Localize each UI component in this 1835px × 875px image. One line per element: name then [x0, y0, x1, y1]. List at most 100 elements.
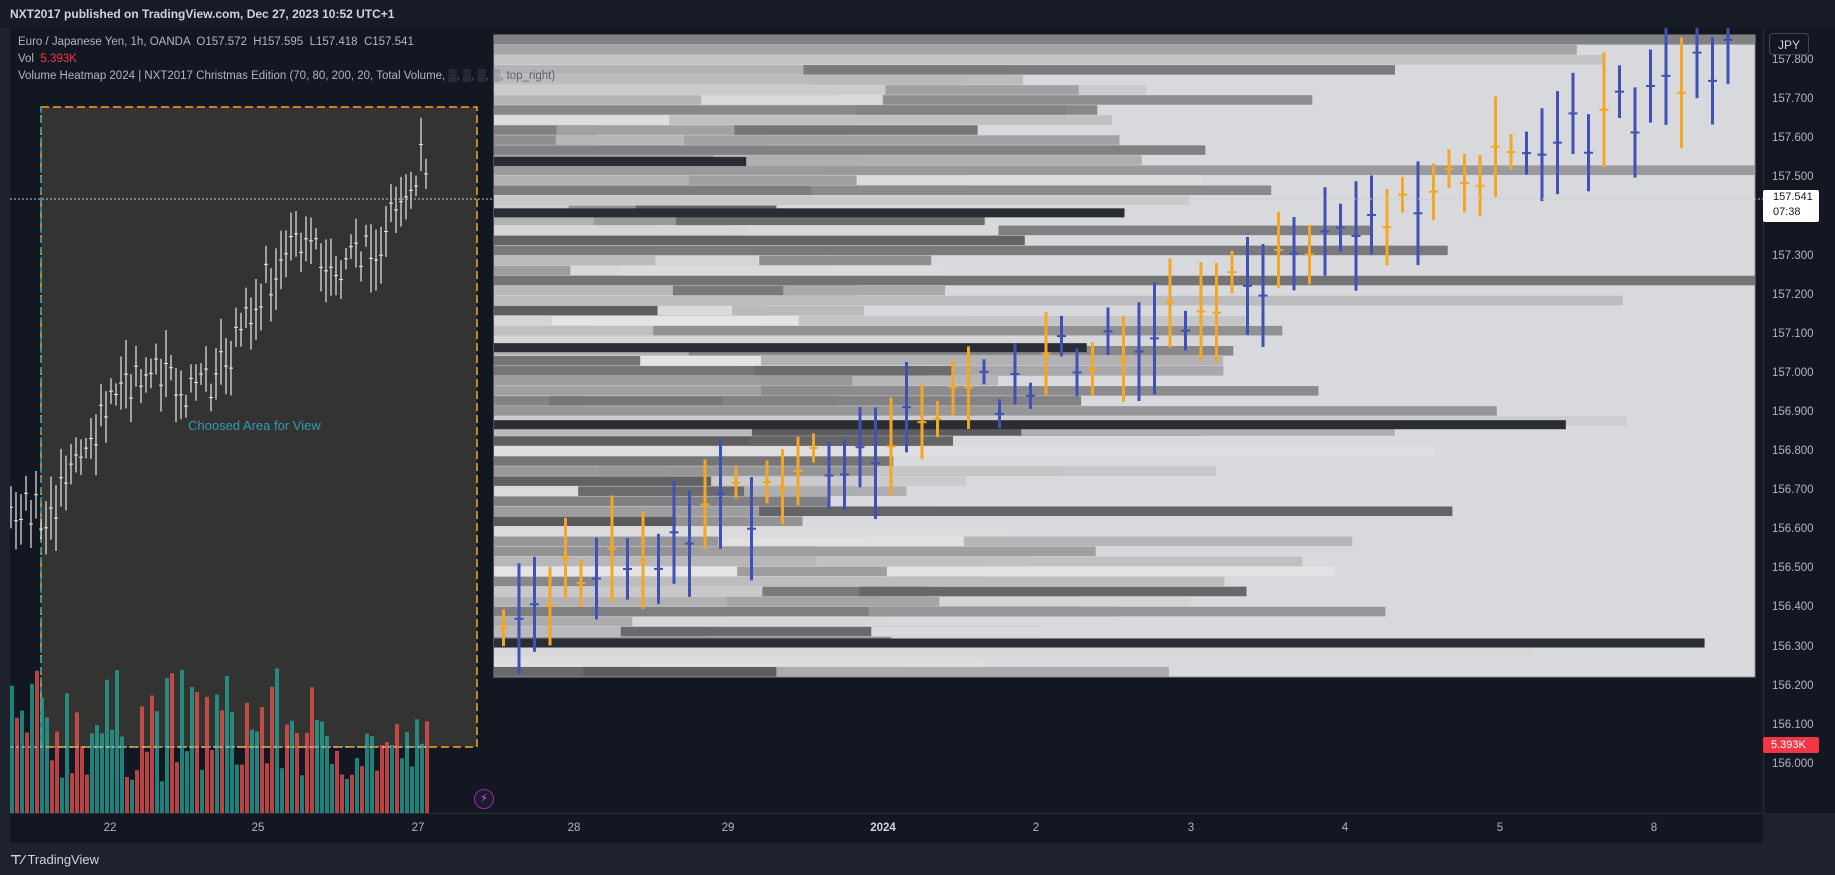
volume-bar [110, 729, 114, 813]
heatmap-row [776, 666, 1169, 677]
heatmap-row [744, 486, 907, 496]
heatmap-row [683, 135, 1120, 145]
projected-bar-tick [1057, 335, 1066, 338]
heatmap-row [494, 516, 798, 527]
projected-bar-tick [561, 556, 570, 559]
volume-bar [380, 745, 384, 813]
heatmap-row [593, 215, 731, 226]
projected-bar-tick [1305, 253, 1314, 256]
heatmap-row [494, 546, 817, 557]
volume-label[interactable]: Vol [18, 53, 34, 65]
heatmap-row [676, 516, 803, 527]
projected-bar [1726, 28, 1730, 85]
low-label: L [309, 36, 316, 48]
volume-bar [205, 696, 209, 813]
time-axis[interactable]: 22 25 27 28 29 2024 2 3 4 5 8 [10, 813, 1763, 844]
currency-button[interactable]: JPY [1769, 33, 1809, 55]
heatmap-row [494, 85, 1147, 95]
projected-bar-tick [607, 547, 617, 550]
volume-bar [40, 697, 44, 813]
volume-bar [65, 693, 69, 813]
heatmap-row [494, 185, 1024, 195]
heatmap-row [555, 135, 770, 145]
chart-pane[interactable] [10, 28, 1763, 813]
symbol-name[interactable]: Euro / Japanese Yen, 1h, OANDA [18, 36, 190, 48]
projected-bar-tick [933, 418, 942, 421]
heatmap-row [494, 225, 915, 236]
projected-bar-tick [1274, 248, 1283, 251]
projected-bar-tick [669, 531, 679, 534]
heatmap-row [657, 305, 782, 316]
tradingview-logo[interactable]: ⊤⁄ TradingView [10, 852, 99, 867]
heatmap-row [963, 536, 1353, 547]
volume-bar [105, 679, 109, 813]
projected-bar-tick [964, 386, 973, 389]
price-tick: 157.600 [1772, 132, 1814, 145]
volume-bar [145, 751, 149, 813]
heatmap-row [494, 285, 793, 296]
volume-bar [180, 669, 184, 813]
heatmap-row [551, 315, 964, 326]
volume-bar [185, 751, 189, 813]
heatmap-row [859, 586, 1247, 597]
heatmap-row [494, 646, 1535, 657]
projected-bar-tick [793, 469, 803, 472]
heatmap-row-strong [494, 420, 1566, 430]
heatmap-row [816, 556, 1303, 567]
heatmap-row [494, 486, 635, 496]
heatmap-row [653, 325, 1283, 336]
heatmap-row [734, 125, 978, 135]
heatmap-row [939, 596, 1191, 607]
open-value: 157.572 [205, 36, 247, 48]
heatmap-row [494, 335, 1205, 346]
legend-symbol-row: Euro / Japanese Yen, 1h, OANDA O157.572 … [18, 34, 555, 51]
volume-bar [80, 746, 84, 813]
projected-bar-tick [995, 412, 1004, 415]
projected-bar-tick [638, 559, 648, 562]
volume-bar [230, 711, 234, 813]
projected-bar-tick [871, 462, 880, 465]
heatmap-row [868, 606, 1386, 617]
heatmap-row [494, 426, 925, 436]
volume-bar [320, 721, 324, 813]
bar-countdown: 07:38 [1773, 206, 1801, 218]
heatmap-row [494, 376, 938, 386]
close-label: C [363, 36, 373, 48]
projected-bar-tick [1615, 90, 1624, 93]
heatmap-row [494, 556, 1032, 567]
projected-bar-tick [499, 626, 508, 629]
time-tick: 4 [1341, 822, 1349, 834]
price-tick: 156.100 [1772, 718, 1814, 731]
lightning-icon[interactable]: ⚡ [474, 789, 494, 809]
footer: ⊤⁄ TradingView [0, 843, 1835, 875]
heatmap-row [876, 466, 1216, 476]
volume-bar [10, 685, 14, 813]
heatmap-row [494, 235, 1025, 246]
volume-bar [135, 770, 139, 813]
heatmap-row [718, 536, 1128, 547]
volume-value: 5.393K [40, 53, 77, 65]
projected-bar-tick [1196, 310, 1206, 313]
volume-badge: 5.393K [1763, 737, 1819, 753]
projected-bar-tick [886, 445, 896, 448]
projected-bar-tick [731, 481, 741, 484]
volume-bar [175, 762, 179, 813]
heatmap-row [737, 566, 987, 577]
heatmap-row [640, 356, 842, 366]
volume-bar [220, 710, 224, 813]
projected-bar-tick [917, 421, 927, 424]
time-tick: 2 [1032, 822, 1040, 834]
volume-bar [150, 695, 154, 813]
heatmap-row [886, 566, 1335, 577]
volume-bar [415, 719, 419, 813]
price-axis[interactable]: 157.800157.700157.600157.500157.400157.3… [1763, 28, 1835, 813]
volume-bar [70, 773, 74, 813]
volume-bar [195, 692, 199, 813]
price-tick: 156.700 [1772, 484, 1814, 497]
heatmap-row [494, 566, 900, 577]
chart-canvas[interactable] [10, 28, 1763, 813]
indicator-name[interactable]: Volume Heatmap 2024 | NXT2017 Christmas … [18, 70, 446, 82]
heatmap-row [998, 225, 1372, 236]
heatmap-row [494, 596, 883, 607]
heatmap-row [951, 366, 1224, 376]
